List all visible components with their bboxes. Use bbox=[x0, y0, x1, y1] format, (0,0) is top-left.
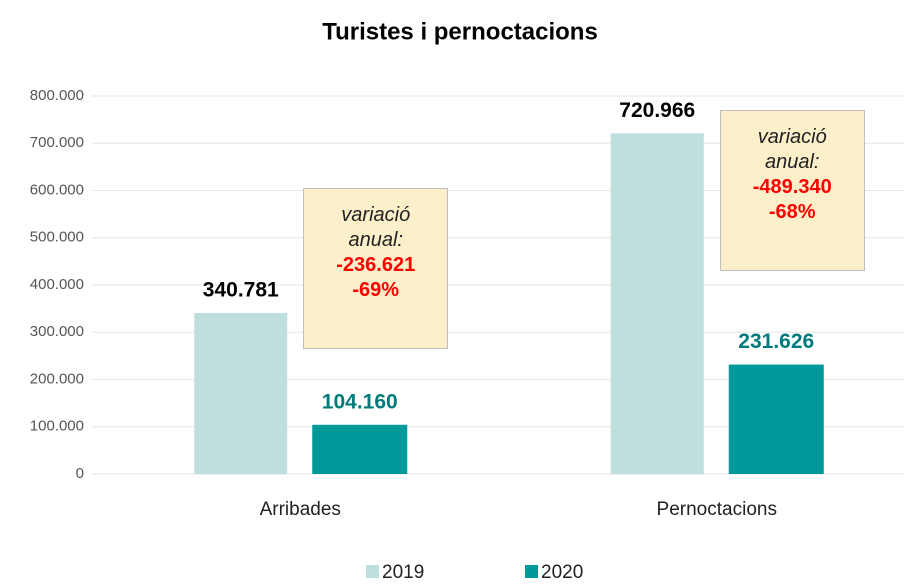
y-tick-label: 800.000 bbox=[30, 87, 84, 104]
value-label: 231.626 bbox=[738, 330, 814, 353]
y-tick-label: 700.000 bbox=[30, 134, 84, 151]
legend-label: 2020 bbox=[541, 562, 583, 583]
annotation-box: variació anual: -236.621 -69% bbox=[303, 188, 449, 349]
x-tick-label: Pernoctacions bbox=[657, 499, 777, 520]
annotation-text: variació anual: bbox=[757, 126, 827, 173]
y-tick-label: 300.000 bbox=[30, 323, 84, 340]
y-tick-label: 600.000 bbox=[30, 181, 84, 198]
y-tick-label: 500.000 bbox=[30, 229, 84, 246]
x-tick-label: Arribades bbox=[260, 499, 341, 520]
annotation-box: variació anual: -489.340 -68% bbox=[719, 110, 865, 271]
y-tick-label: 0 bbox=[76, 465, 84, 482]
annotation-change: -489.340 bbox=[752, 176, 832, 198]
annotation-text: variació anual: bbox=[341, 204, 411, 251]
y-tick-label: 400.000 bbox=[30, 276, 84, 293]
y-tick-label: 100.000 bbox=[30, 418, 84, 435]
value-label: 720.966 bbox=[619, 99, 695, 122]
bar bbox=[610, 133, 704, 474]
annotation-percent: -68% bbox=[768, 201, 816, 223]
annotation-percent: -69% bbox=[352, 279, 400, 301]
bar bbox=[194, 312, 288, 474]
legend-label: 2019 bbox=[382, 562, 424, 583]
legend-swatch bbox=[366, 565, 379, 578]
value-label: 340.781 bbox=[203, 279, 279, 302]
annotation-change: -236.621 bbox=[336, 254, 416, 276]
value-label: 104.160 bbox=[322, 390, 398, 413]
chart-title: Turistes i pernoctacions bbox=[322, 18, 598, 45]
bar bbox=[312, 424, 408, 474]
y-tick-label: 200.000 bbox=[30, 370, 84, 387]
legend-swatch bbox=[525, 565, 538, 578]
bar bbox=[728, 364, 824, 474]
